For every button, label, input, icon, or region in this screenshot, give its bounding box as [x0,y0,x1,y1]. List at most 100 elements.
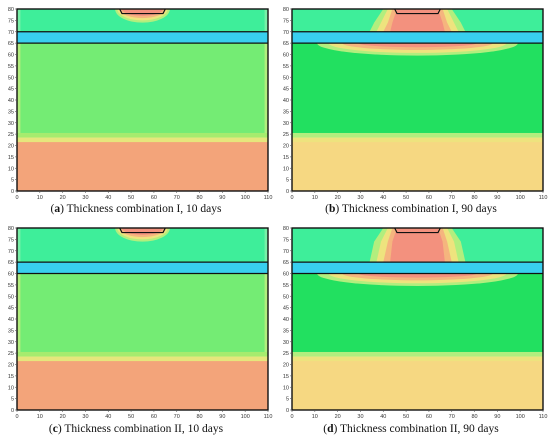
y-tick-label: 25 [283,351,289,357]
top-edge-right [264,9,268,32]
middle-edge-left [17,43,21,133]
middle-layer [17,273,268,352]
x-tick-label: 70 [174,195,180,201]
x-tick-label: 20 [60,195,66,201]
x-tick-label: 50 [128,195,134,201]
y-tick-label: 25 [8,132,14,138]
y-tick-label: 60 [8,272,14,278]
x-tick-label: 50 [403,195,409,201]
blue-band [292,262,543,274]
x-tick-label: 20 [60,414,66,420]
x-tick-label: 40 [105,195,111,201]
y-tick-label: 75 [283,18,289,24]
plume-hot [390,9,445,32]
blue-band [17,262,268,274]
x-tick-label: 60 [151,195,157,201]
caption-letter-d: d [327,423,334,435]
bottom-layer [292,140,543,191]
y-tick-label: 45 [283,306,289,312]
y-tick-label: 60 [283,53,289,59]
x-tick-label: 0 [290,414,293,420]
x-tick-label: 70 [174,414,180,420]
y-tick-label: 80 [8,226,14,232]
y-tick-label: 80 [283,226,289,232]
x-tick-label: 80 [471,414,477,420]
transition-2 [17,356,268,362]
y-tick-label: 50 [8,75,14,81]
y-tick-label: 60 [8,53,14,59]
y-tick-label: 20 [8,144,14,150]
blue-band [292,31,543,44]
y-tick-label: 70 [8,30,14,36]
x-tick-label: 60 [151,414,157,420]
y-tick-label: 20 [283,144,289,150]
y-tick-label: 80 [8,7,14,13]
top-notch [119,8,166,15]
caption-text-d: Thickness combination II, 90 days [337,423,499,435]
y-tick-label: 20 [8,363,14,369]
y-tick-label: 10 [283,166,289,172]
y-tick-label: 45 [8,306,14,312]
x-tick-label: 0 [15,195,18,201]
y-tick-label: 15 [283,155,289,161]
contour-plot-b: 0 10 20 30 40 50 60 70 80 90 100 110 0 5 10 15 20 25 30 35 4… [283,7,548,201]
y-tick-label: 70 [283,30,289,36]
y-tick-label: 50 [283,75,289,81]
y-tick-label: 55 [283,283,289,289]
y-tick-label: 80 [283,7,289,13]
x-tick-label: 80 [471,195,477,201]
y-tick-label: 25 [283,132,289,138]
panel-d: 0 10 20 30 40 50 60 70 80 90 100 110 0 5 10 15 20 25 30 35 4… [275,219,550,439]
y-tick-label: 65 [8,260,14,266]
caption-text-b: Thickness combination I, 90 days [339,203,497,215]
top-notch [394,8,441,15]
y-tick-label: 30 [8,340,14,346]
middle-edge-left [17,273,21,352]
y-tick-label: 30 [283,340,289,346]
y-tick-label: 65 [8,41,14,47]
x-tick-label: 40 [380,414,386,420]
top-edge-right [264,228,268,263]
middle-layer [17,43,268,133]
x-tick-label: 40 [380,195,386,201]
panel-c: 0 10 20 30 40 50 60 70 80 90 100 110 0 5 10 15 20 25 30 35 4… [0,219,275,439]
x-tick-label: 70 [449,414,455,420]
y-tick-label: 40 [283,98,289,104]
x-tick-label: 50 [128,414,134,420]
x-tick-label: 80 [196,195,202,201]
x-tick-label: 30 [82,414,88,420]
x-tick-label: 90 [494,414,500,420]
y-tick-label: 70 [8,249,14,255]
y-tick-label: 40 [8,98,14,104]
x-tick-label: 10 [37,195,43,201]
transition-1 [292,132,543,138]
caption-text-c: Thickness combination II, 10 days [61,423,224,435]
transition-2 [17,137,268,143]
transition-1 [17,132,268,138]
y-tick-label: 10 [283,385,289,391]
transition-2 [292,356,543,362]
caption-letter-c: c [52,423,58,435]
y-tick-label: 10 [8,385,14,391]
x-tick-label: 90 [219,414,225,420]
y-tick-label: 30 [8,121,14,127]
x-tick-label: 100 [516,195,525,201]
y-tick-label: 60 [283,272,289,278]
x-tick-label: 90 [494,195,500,201]
bottom-layer [17,140,268,191]
caption-text-a: Thickness combination I, 10 days [63,203,222,215]
caption-c: (c) Thickness combination II, 10 days [48,423,224,435]
top-edge-left [17,228,21,263]
x-tick-label: 20 [335,414,341,420]
field-d [292,228,543,410]
caption-letter-a: a [54,203,61,215]
x-tick-label: 0 [290,195,293,201]
y-tick-label: 5 [286,397,289,403]
y-tick-label: 75 [8,18,14,24]
y-tick-label: 0 [11,189,14,195]
x-tick-label: 10 [37,414,43,420]
x-tick-label: 30 [82,195,88,201]
y-tick-label: 5 [11,397,14,403]
y-tick-label: 0 [11,408,14,414]
y-tick-label: 55 [283,64,289,70]
